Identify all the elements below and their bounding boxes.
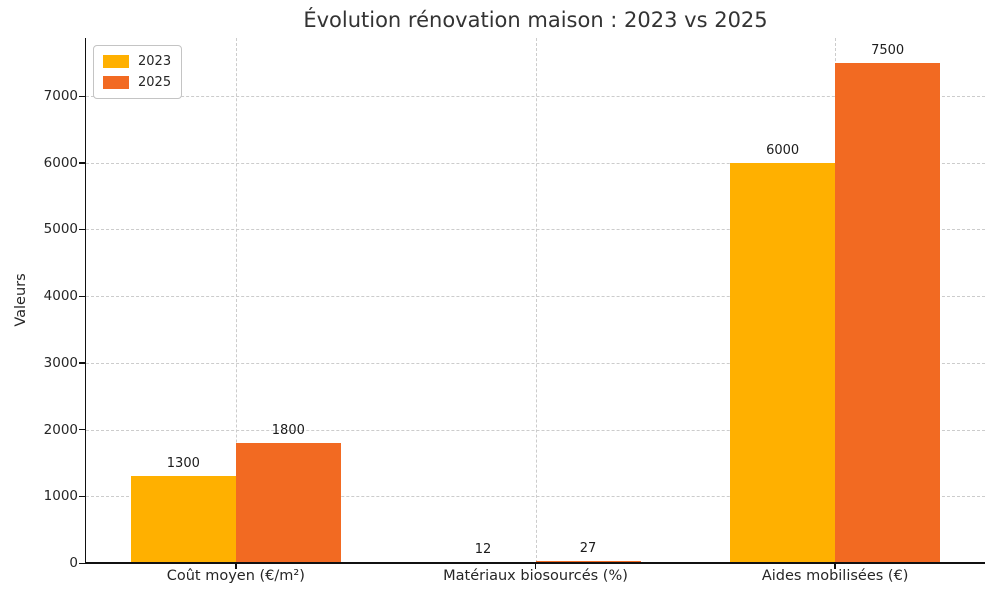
plot-area: 1300 1800 12 27 6000 7500 <box>86 38 985 563</box>
x-tick-label: Coût moyen (€/m²) <box>166 568 305 584</box>
legend: 2023 2025 <box>93 45 183 99</box>
gridline-vertical <box>235 38 237 563</box>
bar-value-label: 7500 <box>871 42 905 58</box>
y-tick-label: 0 <box>69 555 78 571</box>
legend-swatch-2025 <box>103 76 129 89</box>
y-tick-mark <box>79 495 85 498</box>
y-tick-mark <box>79 562 85 564</box>
y-tick-mark <box>79 429 85 431</box>
legend-item-2025: 2025 <box>103 72 171 93</box>
y-tick-label: 3000 <box>43 354 78 371</box>
bar-2025-category-1 <box>235 442 341 563</box>
bar-value-label: 27 <box>579 541 597 557</box>
x-tick-mark <box>834 564 836 569</box>
legend-swatch-2023 <box>103 55 129 68</box>
x-tick-mark <box>235 564 237 569</box>
bar-value-label: 1800 <box>271 422 305 438</box>
y-axis-spine <box>84 38 86 563</box>
y-tick-label: 4000 <box>43 288 78 305</box>
y-tick-label: 2000 <box>43 421 78 438</box>
bar-value-label: 12 <box>474 542 492 557</box>
x-tick-label: Matériaux biosourcés (%) <box>443 568 628 584</box>
y-tick-label: 6000 <box>43 154 78 171</box>
bar-2023-category-1 <box>130 476 236 563</box>
y-tick-label: 1000 <box>43 488 78 505</box>
bar-2025-category-3 <box>835 62 941 563</box>
y-tick-mark <box>79 95 85 97</box>
y-tick-mark <box>79 362 85 364</box>
x-axis-spine <box>84 562 985 564</box>
x-tick-label: Aides mobilisées (€) <box>761 568 909 584</box>
legend-label: 2023 <box>138 54 172 69</box>
bar-value-label: 1300 <box>166 456 200 472</box>
y-tick-mark <box>79 228 85 231</box>
x-tick-mark <box>534 564 537 569</box>
legend-item-2023: 2023 <box>103 51 171 72</box>
y-tick-mark <box>79 295 85 298</box>
bar-2023-category-3 <box>730 162 836 563</box>
bar-value-label: 6000 <box>766 142 800 158</box>
legend-label: 2025 <box>138 75 172 90</box>
y-tick-mark <box>79 162 85 164</box>
gridline-vertical <box>535 38 537 563</box>
y-tick-label: 7000 <box>43 88 78 105</box>
chart-title: Évolution rénovation maison : 2023 vs 20… <box>303 8 768 32</box>
y-tick-label: 5000 <box>43 221 78 238</box>
